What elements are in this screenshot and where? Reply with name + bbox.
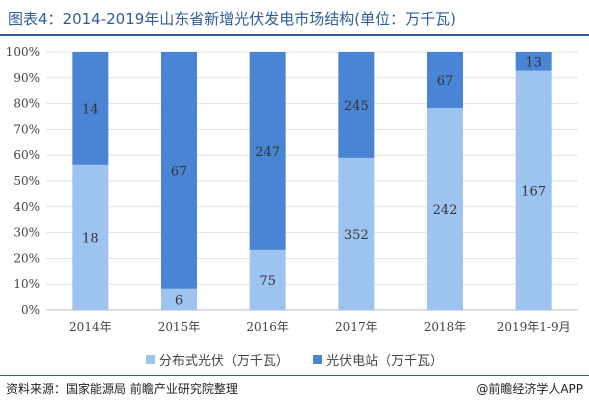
x-tick-label: 2018年 — [424, 320, 467, 334]
bar-distributed — [249, 249, 286, 310]
data-label-distributed: 167 — [521, 184, 546, 199]
y-tick-label: 80% — [13, 97, 40, 111]
brand-credit: @前瞻经济学人APP — [476, 382, 583, 396]
chart-title: 图表4：2014-2019年山东省新增光伏发电市场结构(单位：万千瓦) — [8, 10, 457, 28]
y-tick-label: 50% — [13, 174, 40, 188]
y-tick-label: 60% — [13, 148, 40, 162]
x-tick-label: 2019年1-9月 — [497, 320, 571, 334]
bar-distributed — [515, 70, 552, 310]
bar-distributed — [72, 164, 109, 310]
bar-station — [161, 52, 197, 289]
source-note: 资料来源：国家能源局 前瞻产业研究院整理 — [6, 382, 238, 396]
legend-swatch-station — [313, 355, 323, 364]
y-tick-label: 10% — [13, 277, 40, 291]
y-tick-label: 0% — [21, 303, 40, 317]
y-tick-label: 100% — [6, 45, 40, 59]
data-label-station: 13 — [525, 55, 542, 70]
y-tick-label: 20% — [13, 251, 40, 265]
bar-station — [249, 52, 286, 250]
data-label-station: 247 — [255, 145, 280, 160]
bar-station — [72, 52, 109, 165]
x-tick-label: 2015年 — [158, 320, 201, 334]
bar-distributed — [161, 288, 197, 310]
x-tick-label: 2017年 — [335, 320, 378, 334]
data-label-station: 245 — [344, 99, 369, 114]
data-label-distributed: 352 — [344, 228, 369, 243]
bar-distributed — [427, 107, 463, 311]
title-divider — [0, 34, 589, 36]
bar-distributed — [338, 157, 375, 310]
data-label-distributed: 6 — [175, 293, 183, 308]
x-tick-label: 2014年 — [69, 320, 112, 334]
legend-item-distributed: 分布式光伏（万千瓦） — [145, 350, 289, 369]
legend-item-station: 光伏电站（万千瓦） — [313, 350, 443, 369]
y-tick-label: 90% — [13, 71, 40, 85]
y-tick-label: 70% — [13, 122, 40, 136]
stacked-bar-chart: 0% 10% 20% 30% 40% 50% 60% 70% 80% 90% 100% 18 14 201… — [6, 45, 578, 334]
y-tick-label: 30% — [13, 226, 40, 240]
data-label-station: 67 — [171, 164, 188, 179]
y-tick-label: 40% — [13, 200, 40, 214]
legend: 分布式光伏（万千瓦） 光伏电站（万千瓦） — [0, 350, 589, 369]
data-label-distributed: 242 — [433, 203, 458, 218]
data-label-distributed: 75 — [259, 274, 276, 289]
footer-divider — [0, 375, 589, 376]
x-tick-label: 2016年 — [246, 320, 289, 334]
bar-station — [427, 52, 463, 108]
legend-label-station: 光伏电站（万千瓦） — [326, 354, 444, 369]
bar-station — [338, 52, 375, 158]
legend-label-distributed: 分布式光伏（万千瓦） — [158, 354, 289, 369]
legend-swatch-distributed — [145, 355, 155, 364]
data-label-station: 67 — [437, 74, 454, 89]
data-label-station: 14 — [82, 102, 99, 117]
data-label-distributed: 18 — [82, 231, 99, 246]
bar-station — [515, 52, 552, 71]
